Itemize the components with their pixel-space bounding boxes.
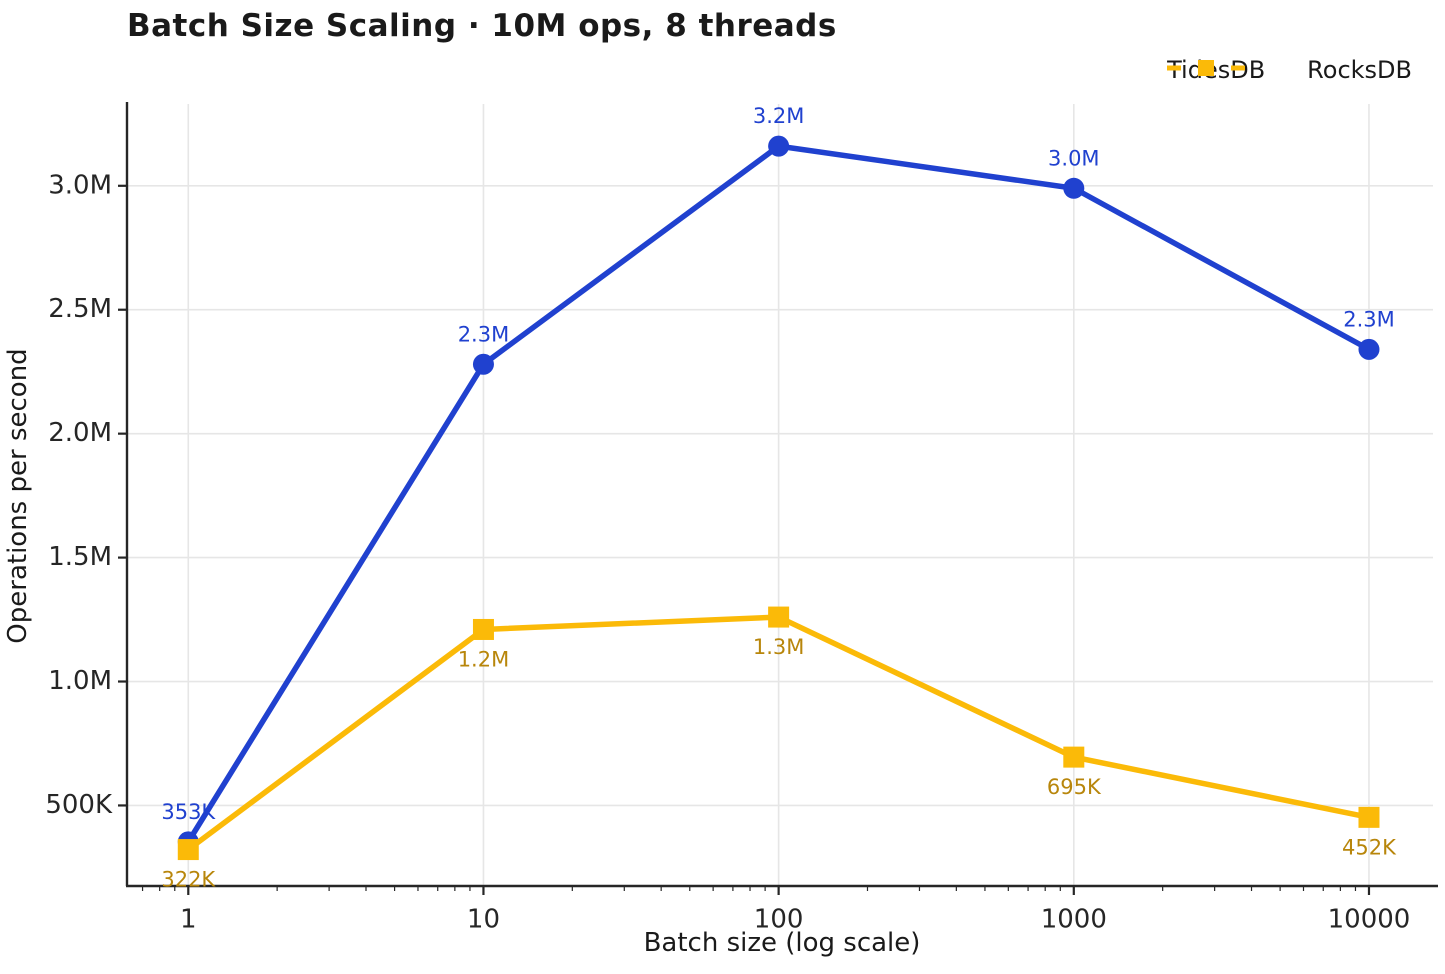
point-label-rocksdb: 695K (1047, 775, 1102, 799)
legend-dash-icon (1231, 65, 1246, 71)
y-tick-label: 1.5M (48, 542, 112, 572)
y-tick-label: 2.0M (48, 418, 112, 448)
data-point-rocksdb (1358, 806, 1380, 828)
legend-square-marker-icon (1198, 60, 1215, 76)
data-point-rocksdb (768, 606, 790, 628)
x-tick-label: 10 (467, 905, 500, 935)
chart-title: Batch Size Scaling · 10M ops, 8 threads (127, 8, 837, 44)
x-axis-title: Batch size (log scale) (643, 928, 921, 958)
x-tick-label: 10000 (1328, 905, 1411, 935)
point-label-tidesdb: 3.0M (1048, 146, 1100, 170)
rocksdb-line-square-swatch (1167, 60, 1246, 76)
legend-label-rocksdb: RocksDB (1307, 56, 1412, 84)
point-label-tidesdb: 3.2M (753, 104, 805, 128)
data-point-tidesdb (768, 135, 790, 157)
legend-label-tidesdb: TidesDB (1167, 56, 1266, 84)
point-label-rocksdb: 452K (1342, 835, 1397, 859)
data-point-tidesdb (1063, 177, 1085, 199)
y-tick-label: 1.0M (48, 666, 112, 696)
x-tick-label: 1000 (1041, 905, 1107, 935)
data-point-rocksdb (177, 839, 199, 861)
y-tick-label: 2.5M (48, 294, 112, 324)
legend-dash-icon (1167, 65, 1182, 71)
point-label-rocksdb: 1.3M (753, 635, 805, 659)
legend: TidesDB RocksDB (1167, 56, 1412, 84)
point-label-tidesdb: 2.3M (1343, 307, 1395, 331)
data-point-rocksdb (472, 618, 494, 640)
point-label-rocksdb: 322K (161, 868, 216, 892)
x-tick-label: 100 (754, 905, 804, 935)
point-label-tidesdb: 353K (161, 800, 216, 824)
legend-item-rocksdb: RocksDB (1167, 56, 1412, 84)
y-tick-label: 3.0M (48, 170, 112, 200)
point-label-rocksdb: 1.2M (458, 647, 510, 671)
point-label-tidesdb: 2.3M (458, 322, 510, 346)
data-point-tidesdb (1358, 338, 1380, 360)
x-tick-label: 1 (180, 905, 197, 935)
y-tick-label: 500K (45, 790, 113, 820)
data-point-tidesdb (472, 353, 494, 375)
data-point-rocksdb (1063, 746, 1085, 768)
